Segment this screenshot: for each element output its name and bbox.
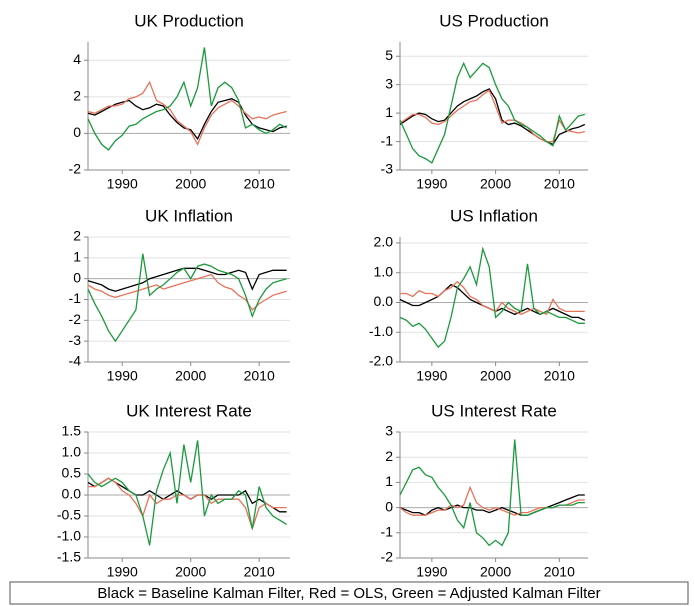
x-tick-label: 1990 [107, 176, 138, 192]
y-tick-label: 1 [385, 104, 393, 120]
y-tick-label: 2 [73, 88, 81, 104]
series-line [87, 253, 287, 343]
series-line [87, 440, 287, 546]
y-tick-label: 3 [385, 423, 393, 439]
y-tick-label: 0 [73, 269, 81, 285]
y-tick-label: 2.0 [374, 234, 394, 250]
y-tick-label: 2 [73, 228, 81, 244]
chart-title: US Production [439, 11, 549, 30]
y-tick-label: 0.5 [62, 465, 82, 481]
x-tick-label: 2000 [480, 564, 511, 580]
x-tick-label: 1990 [416, 564, 447, 580]
x-tick-label: 2010 [244, 368, 275, 384]
y-tick-label: -1 [69, 290, 82, 306]
y-tick-label: 2 [385, 448, 393, 464]
series-line [87, 47, 287, 151]
y-tick-label: -2 [69, 161, 82, 177]
y-tick-label: 0.0 [62, 486, 82, 502]
series-line [399, 439, 585, 547]
caption: Black = Baseline Kalman Filter, Red = OL… [97, 585, 600, 602]
y-tick-label: -3 [381, 161, 394, 177]
y-tick-label: 0 [385, 498, 393, 514]
chart-title: US Inflation [450, 206, 538, 225]
y-tick-label: 4 [73, 51, 81, 67]
x-tick-label: 1990 [107, 368, 138, 384]
y-tick-label: -1 [381, 132, 394, 148]
x-tick-label: 2000 [480, 176, 511, 192]
chart-title: US Interest Rate [431, 401, 557, 420]
y-tick-label: -1.0 [57, 528, 81, 544]
y-tick-label: -0.5 [57, 507, 81, 523]
caption-box [9, 581, 689, 605]
x-tick-label: 2010 [544, 368, 575, 384]
y-tick-label: 1.0 [62, 444, 82, 460]
x-tick-label: 2000 [480, 368, 511, 384]
y-tick-label: -2 [381, 549, 394, 565]
series-line [400, 280, 585, 316]
series-line [87, 267, 287, 292]
y-tick-label: 0.0 [374, 293, 394, 309]
x-tick-label: 2000 [175, 176, 206, 192]
series-line [399, 494, 585, 516]
y-tick-label: 1.5 [62, 423, 82, 439]
x-tick-label: 2010 [244, 564, 275, 580]
y-tick-label: 5 [385, 47, 393, 63]
y-tick-label: -1.0 [369, 323, 393, 339]
y-tick-label: -3 [69, 332, 82, 348]
y-tick-label: -1.5 [57, 549, 81, 565]
x-tick-label: 2010 [244, 176, 275, 192]
series-line [399, 246, 585, 349]
chart-title: UK Interest Rate [126, 401, 252, 420]
y-tick-label: 3 [385, 75, 393, 91]
y-tick-label: 1 [73, 249, 81, 265]
chart-title: UK Inflation [145, 206, 233, 225]
x-tick-label: 2000 [175, 368, 206, 384]
x-tick-label: 2000 [175, 564, 206, 580]
y-tick-label: -2 [69, 311, 82, 327]
y-tick-label: -1 [381, 524, 394, 540]
x-tick-label: 1990 [107, 564, 138, 580]
series-line [87, 273, 287, 311]
x-tick-label: 2010 [544, 564, 575, 580]
series-line [87, 80, 287, 146]
y-tick-label: 1.0 [374, 263, 394, 279]
y-tick-label: -4 [69, 353, 82, 369]
chart-title: UK Production [134, 11, 244, 30]
x-tick-label: 1990 [416, 368, 447, 384]
x-tick-label: 2010 [544, 176, 575, 192]
y-tick-label: -2.0 [369, 353, 393, 369]
y-tick-label: 1 [385, 473, 393, 489]
y-tick-label: 0 [73, 124, 81, 140]
x-tick-label: 1990 [416, 176, 447, 192]
series-line [399, 61, 585, 164]
